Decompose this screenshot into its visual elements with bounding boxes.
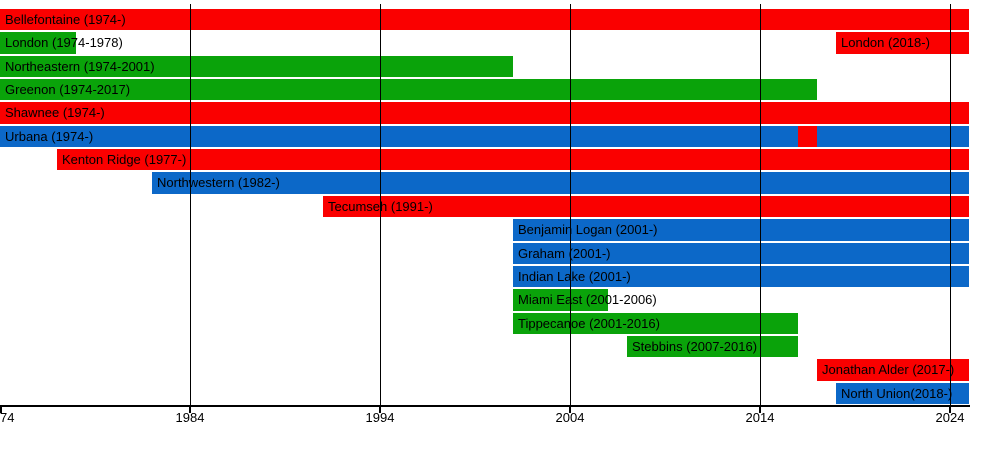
timeline-bar-benjamin-logan: [513, 219, 969, 241]
axis-tick-1974: [0, 407, 2, 413]
bar-label-bellefontaine-1974: Bellefontaine (1974-): [5, 12, 126, 27]
timeline-bar-northwestern: [152, 172, 969, 194]
gridline-1994: [380, 4, 381, 405]
bar-label-shawnee-1974: Shawnee (1974-): [5, 105, 105, 121]
timeline-bar-london-2: [836, 32, 969, 54]
axis-tick-2004: [569, 407, 571, 413]
axis-tick-label-1994: 1994: [365, 410, 395, 425]
gridline-2014: [760, 4, 761, 405]
timeline-bar-northeastern: [0, 55, 513, 78]
bar-label-tippecanoe-2001-2016: Tippecanoe (2001-2016): [518, 315, 660, 331]
timeline-bar-urbana-division-segment: [798, 125, 817, 148]
axis-tick-label-2014: 2014: [745, 410, 775, 425]
axis-tick-2014: [759, 407, 761, 413]
bar-label-london-2018: London (2018-): [841, 35, 930, 51]
gridline-2004: [570, 4, 571, 405]
bar-label-northwestern-1982: Northwestern (1982-): [157, 175, 280, 191]
timeline-bar-graham: [513, 242, 969, 264]
axis-tick-1994: [379, 407, 381, 413]
bar-label-kenton-ridge-1977: Kenton Ridge (1977-): [62, 152, 187, 168]
timeline-bar-greenon: [0, 79, 817, 101]
timeline-bar-indian-lake: [513, 265, 969, 288]
gridline-2024: [950, 4, 951, 405]
bar-label-greenon-1974-2017: Greenon (1974-2017): [5, 82, 131, 98]
timeline-bar-bellefontaine: [0, 9, 969, 31]
axis-tick-label-2024: 2024: [935, 410, 965, 425]
axis-tick-label-1974: 74: [0, 410, 15, 425]
gridline-1984: [190, 4, 191, 405]
bar-label-jonathan-alder-2017: Jonathan Alder (2017-): [822, 362, 955, 378]
bar-label-benjamin-logan-2001: Benjamin Logan (2001-): [518, 222, 658, 238]
bar-label-north-union-2018: North Union(2018-): [841, 385, 953, 401]
bar-label-northeastern-1974-2001: Northeastern (1974-2001): [5, 58, 155, 74]
timeline-bar-shawnee: [0, 102, 969, 124]
bar-label-urbana-1974: Urbana (1974-): [5, 128, 94, 144]
timeline-bar-jonathan-alder: [817, 359, 969, 381]
timeline-bar-urbana: [0, 125, 969, 148]
timeline-bar-tecumseh: [323, 195, 969, 218]
timeline-bar-london: [0, 32, 76, 54]
x-axis-line: [0, 405, 970, 407]
axis-tick-1984: [189, 407, 191, 413]
axis-tick-label-1984: 1984: [175, 410, 205, 425]
bar-label-miami-east-2001-2006: Miami East (2001-2006): [518, 292, 657, 308]
bar-label-indian-lake-2001: Indian Lake (2001-): [518, 268, 631, 284]
bar-label-london-1974-1978: London (1974-1978): [5, 35, 123, 51]
bar-label-tecumseh-1991: Tecumseh (1991-): [328, 198, 433, 214]
axis-tick-label-2004: 2004: [555, 410, 585, 425]
bar-label-graham-2001: Graham (2001-): [518, 245, 611, 261]
timeline-bar-stebbins: [627, 335, 798, 358]
timeline-bar-kenton-ridge: [57, 149, 969, 171]
bar-label-stebbins-2007-2016: Stebbins (2007-2016): [632, 338, 758, 354]
timeline-bar-miami-east: [513, 289, 608, 311]
timeline-bar-north-union: [836, 382, 969, 404]
timeline-bar-tippecanoe: [513, 312, 798, 334]
axis-tick-2024: [949, 407, 951, 413]
